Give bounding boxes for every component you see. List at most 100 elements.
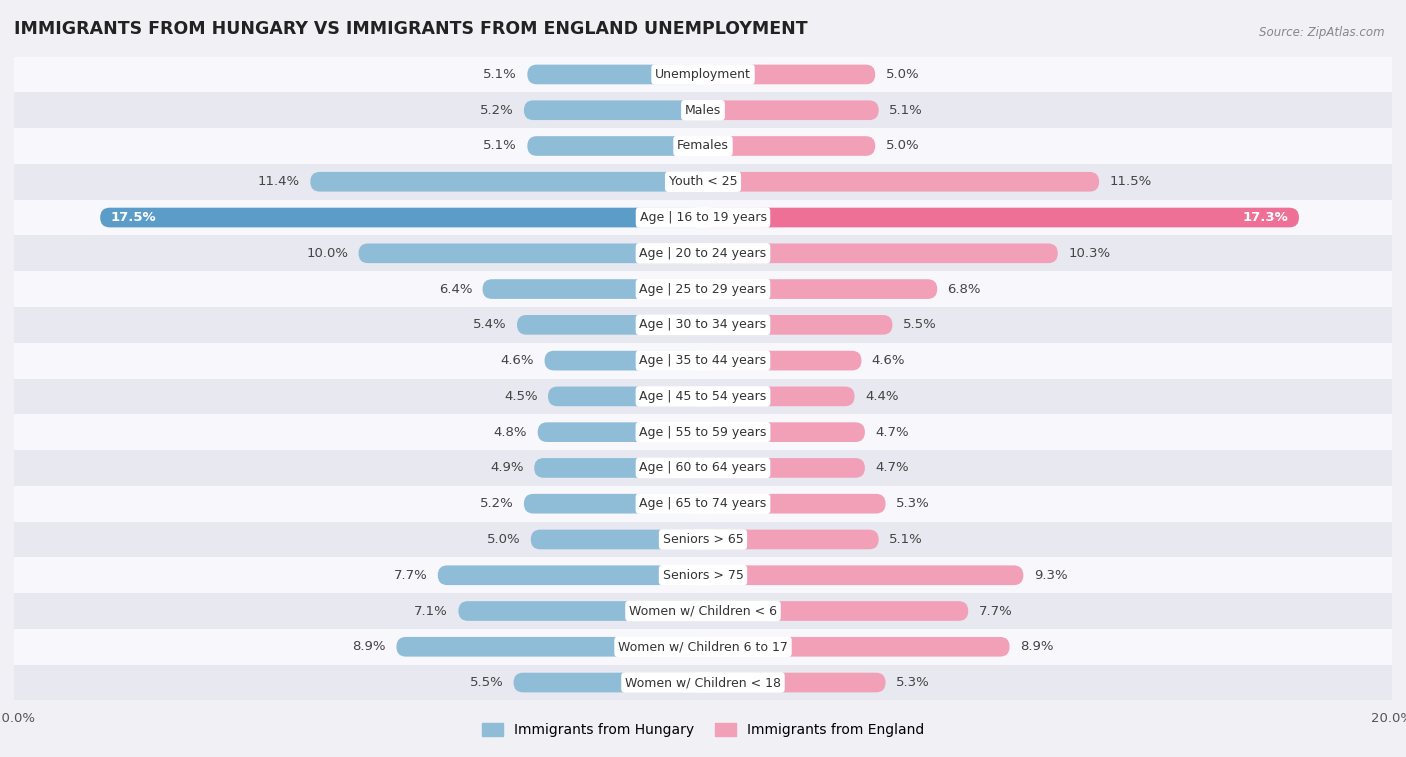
- FancyBboxPatch shape: [703, 494, 886, 513]
- FancyBboxPatch shape: [703, 279, 938, 299]
- Text: 5.0%: 5.0%: [886, 68, 920, 81]
- Text: Seniors > 65: Seniors > 65: [662, 533, 744, 546]
- Text: 17.3%: 17.3%: [1243, 211, 1289, 224]
- Text: Youth < 25: Youth < 25: [669, 176, 737, 188]
- FancyBboxPatch shape: [703, 64, 875, 84]
- FancyBboxPatch shape: [703, 673, 886, 693]
- FancyBboxPatch shape: [437, 565, 703, 585]
- Text: 6.4%: 6.4%: [439, 282, 472, 295]
- FancyBboxPatch shape: [14, 128, 1392, 164]
- Text: IMMIGRANTS FROM HUNGARY VS IMMIGRANTS FROM ENGLAND UNEMPLOYMENT: IMMIGRANTS FROM HUNGARY VS IMMIGRANTS FR…: [14, 20, 807, 38]
- FancyBboxPatch shape: [524, 101, 703, 120]
- Text: Women w/ Children < 6: Women w/ Children < 6: [628, 605, 778, 618]
- FancyBboxPatch shape: [703, 101, 879, 120]
- FancyBboxPatch shape: [359, 244, 703, 263]
- FancyBboxPatch shape: [703, 136, 875, 156]
- FancyBboxPatch shape: [14, 164, 1392, 200]
- FancyBboxPatch shape: [14, 200, 1392, 235]
- FancyBboxPatch shape: [458, 601, 703, 621]
- Text: Age | 16 to 19 years: Age | 16 to 19 years: [640, 211, 766, 224]
- FancyBboxPatch shape: [14, 522, 1392, 557]
- FancyBboxPatch shape: [14, 307, 1392, 343]
- Text: 5.3%: 5.3%: [896, 497, 929, 510]
- FancyBboxPatch shape: [537, 422, 703, 442]
- FancyBboxPatch shape: [703, 601, 969, 621]
- FancyBboxPatch shape: [524, 494, 703, 513]
- FancyBboxPatch shape: [14, 486, 1392, 522]
- Text: Seniors > 75: Seniors > 75: [662, 569, 744, 581]
- Text: Unemployment: Unemployment: [655, 68, 751, 81]
- FancyBboxPatch shape: [527, 64, 703, 84]
- Text: Age | 65 to 74 years: Age | 65 to 74 years: [640, 497, 766, 510]
- FancyBboxPatch shape: [527, 136, 703, 156]
- Text: 4.6%: 4.6%: [872, 354, 905, 367]
- Text: 11.4%: 11.4%: [257, 176, 299, 188]
- Text: Age | 45 to 54 years: Age | 45 to 54 years: [640, 390, 766, 403]
- Text: Age | 25 to 29 years: Age | 25 to 29 years: [640, 282, 766, 295]
- FancyBboxPatch shape: [14, 57, 1392, 92]
- Text: 8.9%: 8.9%: [353, 640, 387, 653]
- Text: 4.7%: 4.7%: [875, 425, 908, 438]
- Text: 8.9%: 8.9%: [1019, 640, 1053, 653]
- FancyBboxPatch shape: [14, 271, 1392, 307]
- Text: Age | 55 to 59 years: Age | 55 to 59 years: [640, 425, 766, 438]
- FancyBboxPatch shape: [482, 279, 703, 299]
- FancyBboxPatch shape: [703, 530, 879, 550]
- FancyBboxPatch shape: [534, 458, 703, 478]
- Legend: Immigrants from Hungary, Immigrants from England: Immigrants from Hungary, Immigrants from…: [477, 718, 929, 743]
- Text: Males: Males: [685, 104, 721, 117]
- Text: 10.3%: 10.3%: [1069, 247, 1111, 260]
- Text: Women w/ Children < 18: Women w/ Children < 18: [626, 676, 780, 689]
- FancyBboxPatch shape: [311, 172, 703, 192]
- Text: 5.1%: 5.1%: [889, 104, 922, 117]
- FancyBboxPatch shape: [14, 557, 1392, 593]
- FancyBboxPatch shape: [703, 172, 1099, 192]
- Text: 5.0%: 5.0%: [486, 533, 520, 546]
- FancyBboxPatch shape: [14, 450, 1392, 486]
- Text: Age | 60 to 64 years: Age | 60 to 64 years: [640, 462, 766, 475]
- FancyBboxPatch shape: [14, 414, 1392, 450]
- Text: 7.1%: 7.1%: [415, 605, 449, 618]
- FancyBboxPatch shape: [14, 593, 1392, 629]
- FancyBboxPatch shape: [14, 378, 1392, 414]
- Text: 4.4%: 4.4%: [865, 390, 898, 403]
- FancyBboxPatch shape: [703, 315, 893, 335]
- FancyBboxPatch shape: [513, 673, 703, 693]
- Text: 5.0%: 5.0%: [886, 139, 920, 152]
- FancyBboxPatch shape: [703, 244, 1057, 263]
- FancyBboxPatch shape: [703, 637, 1010, 656]
- Text: 4.9%: 4.9%: [491, 462, 524, 475]
- Text: 5.4%: 5.4%: [472, 319, 506, 332]
- Text: 7.7%: 7.7%: [979, 605, 1012, 618]
- FancyBboxPatch shape: [703, 207, 1299, 227]
- FancyBboxPatch shape: [517, 315, 703, 335]
- Text: 11.5%: 11.5%: [1109, 176, 1152, 188]
- Text: 17.5%: 17.5%: [111, 211, 156, 224]
- FancyBboxPatch shape: [703, 350, 862, 370]
- Text: 5.1%: 5.1%: [484, 68, 517, 81]
- Text: 4.7%: 4.7%: [875, 462, 908, 475]
- FancyBboxPatch shape: [703, 422, 865, 442]
- Text: Age | 20 to 24 years: Age | 20 to 24 years: [640, 247, 766, 260]
- FancyBboxPatch shape: [100, 207, 703, 227]
- FancyBboxPatch shape: [14, 343, 1392, 378]
- Text: 5.2%: 5.2%: [479, 497, 513, 510]
- Text: 7.7%: 7.7%: [394, 569, 427, 581]
- FancyBboxPatch shape: [703, 458, 865, 478]
- FancyBboxPatch shape: [703, 387, 855, 407]
- Text: 5.2%: 5.2%: [479, 104, 513, 117]
- FancyBboxPatch shape: [14, 629, 1392, 665]
- FancyBboxPatch shape: [14, 235, 1392, 271]
- Text: Age | 35 to 44 years: Age | 35 to 44 years: [640, 354, 766, 367]
- FancyBboxPatch shape: [14, 92, 1392, 128]
- Text: 4.5%: 4.5%: [503, 390, 537, 403]
- FancyBboxPatch shape: [14, 665, 1392, 700]
- Text: 6.8%: 6.8%: [948, 282, 981, 295]
- Text: 4.8%: 4.8%: [494, 425, 527, 438]
- FancyBboxPatch shape: [396, 637, 703, 656]
- Text: 5.1%: 5.1%: [889, 533, 922, 546]
- Text: Age | 30 to 34 years: Age | 30 to 34 years: [640, 319, 766, 332]
- Text: 5.1%: 5.1%: [484, 139, 517, 152]
- FancyBboxPatch shape: [703, 565, 1024, 585]
- Text: Females: Females: [678, 139, 728, 152]
